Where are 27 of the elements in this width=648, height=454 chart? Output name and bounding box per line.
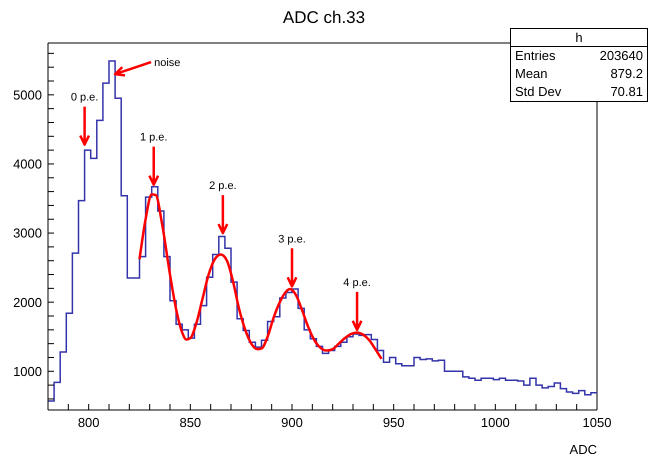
- annotation: 0 p.e.: [70, 92, 98, 104]
- y-tick-label: 2000: [13, 294, 42, 310]
- annotation: h: [511, 29, 647, 47]
- text: 203640: [600, 47, 643, 65]
- annotation: 2 p.e.: [209, 180, 237, 192]
- x-tick-label: 850: [179, 415, 202, 430]
- annotation: 3 p.e.: [278, 233, 306, 246]
- x-tick-label: 1000: [480, 415, 510, 430]
- annotation: Std Dev: [515, 83, 562, 101]
- annotation: Entries: [515, 47, 556, 65]
- text: 879.2: [610, 65, 643, 83]
- y-tick-label: 5000: [13, 87, 42, 102]
- chart-title: ADC ch.33: [282, 8, 366, 28]
- x-tick-label: 900: [281, 415, 303, 430]
- x-tick-label: 1050: [582, 415, 612, 430]
- text: 70.81: [610, 83, 643, 101]
- y-tick-label: 4000: [13, 156, 42, 172]
- y-tick-label: 3000: [13, 226, 42, 241]
- annotation: 1 p.e.: [140, 132, 168, 144]
- annotation: Mean: [515, 65, 548, 83]
- x-tick-label: 800: [78, 415, 100, 430]
- y-tick-label: 1000: [13, 364, 42, 379]
- annotation: noise: [154, 57, 180, 70]
- x-tick-label: 950: [382, 415, 405, 430]
- line-series: [138, 193, 383, 360]
- x-axis-title: ADC: [570, 442, 597, 454]
- annotation: 4 p.e.: [343, 276, 371, 289]
